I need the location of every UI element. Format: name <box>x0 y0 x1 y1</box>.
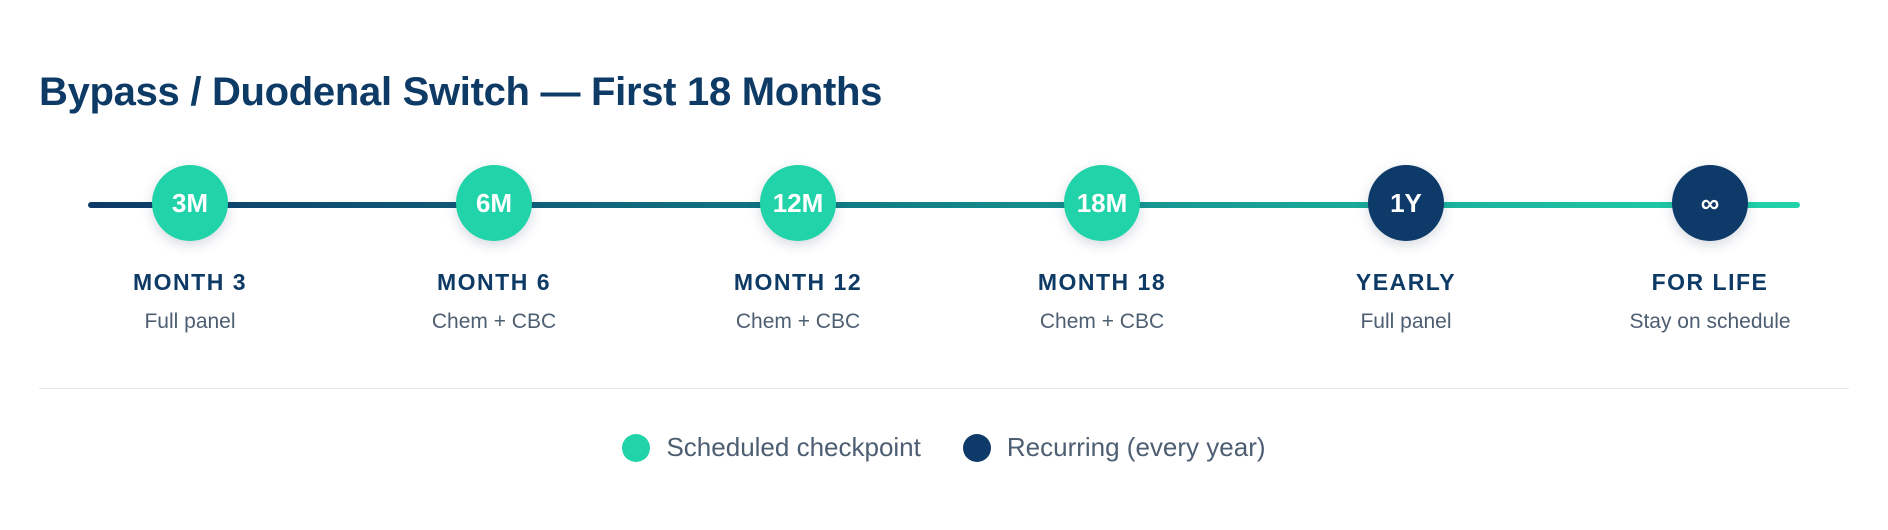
milestone-month-3: 3M MONTH 3 Full panel <box>80 165 300 334</box>
legend: Scheduled checkpoint Recurring (every ye… <box>0 432 1888 463</box>
milestone-description: Chem + CBC <box>1039 310 1165 333</box>
milestone-label: MONTH 18 <box>1037 269 1167 295</box>
milestone-month-18: 18M MONTH 18 Chem + CBC <box>992 165 1212 334</box>
milestone-description: Chem + CBC <box>431 310 557 333</box>
milestone-label: MONTH 6 <box>437 269 551 295</box>
milestone-description: Full panel <box>144 310 236 333</box>
page-title: Bypass / Duodenal Switch — First 18 Mont… <box>39 70 883 114</box>
legend-label: Recurring (every year) <box>1006 432 1266 462</box>
milestone-badge: ∞ <box>1672 165 1748 241</box>
milestone-description: Stay on schedule <box>1629 310 1791 333</box>
milestone-description: Chem + CBC <box>735 310 861 333</box>
legend-swatch-recurring <box>962 433 991 462</box>
divider <box>39 388 1849 389</box>
milestone-badge: 12M <box>760 165 836 241</box>
milestone-month-6: 6M MONTH 6 Chem + CBC <box>384 165 604 334</box>
milestone-label: MONTH 12 <box>733 269 863 295</box>
timeline: 3M MONTH 3 Full panel 6M MONTH 6 Chem + … <box>80 165 1820 334</box>
milestone-for-life: ∞ FOR LIFE Stay on schedule <box>1600 165 1820 334</box>
milestone-label: MONTH 3 <box>133 269 247 295</box>
milestone-badge: 18M <box>1064 165 1140 241</box>
milestone-label: FOR LIFE <box>1651 269 1769 295</box>
legend-item-recurring: Recurring (every year) <box>962 432 1266 463</box>
milestone-label: YEARLY <box>1355 269 1457 295</box>
timeline-track <box>88 202 1800 208</box>
milestone-month-12: 12M MONTH 12 Chem + CBC <box>688 165 908 334</box>
milestone-badge: 3M <box>152 165 228 241</box>
legend-swatch-scheduled <box>622 433 651 462</box>
milestone-yearly: 1Y YEARLY Full panel <box>1296 165 1516 334</box>
legend-label: Scheduled checkpoint <box>666 432 921 462</box>
milestone-description: Full panel <box>1360 310 1452 333</box>
milestone-badge: 1Y <box>1368 165 1444 241</box>
legend-item-scheduled: Scheduled checkpoint <box>622 432 921 463</box>
milestone-badge: 6M <box>456 165 532 241</box>
